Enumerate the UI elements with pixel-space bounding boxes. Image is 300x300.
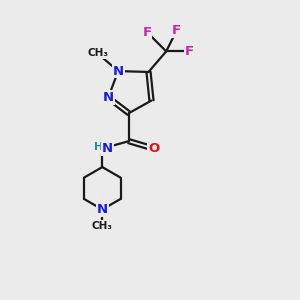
Text: H: H (94, 142, 104, 152)
Text: O: O (148, 142, 159, 155)
Text: N: N (102, 142, 113, 155)
Text: N: N (112, 64, 124, 78)
Text: F: F (185, 45, 194, 58)
Text: N: N (103, 91, 114, 104)
Text: F: F (172, 24, 181, 37)
Text: F: F (142, 26, 152, 39)
Text: CH₃: CH₃ (87, 48, 108, 59)
Text: CH₃: CH₃ (92, 221, 113, 231)
Text: N: N (97, 203, 108, 216)
